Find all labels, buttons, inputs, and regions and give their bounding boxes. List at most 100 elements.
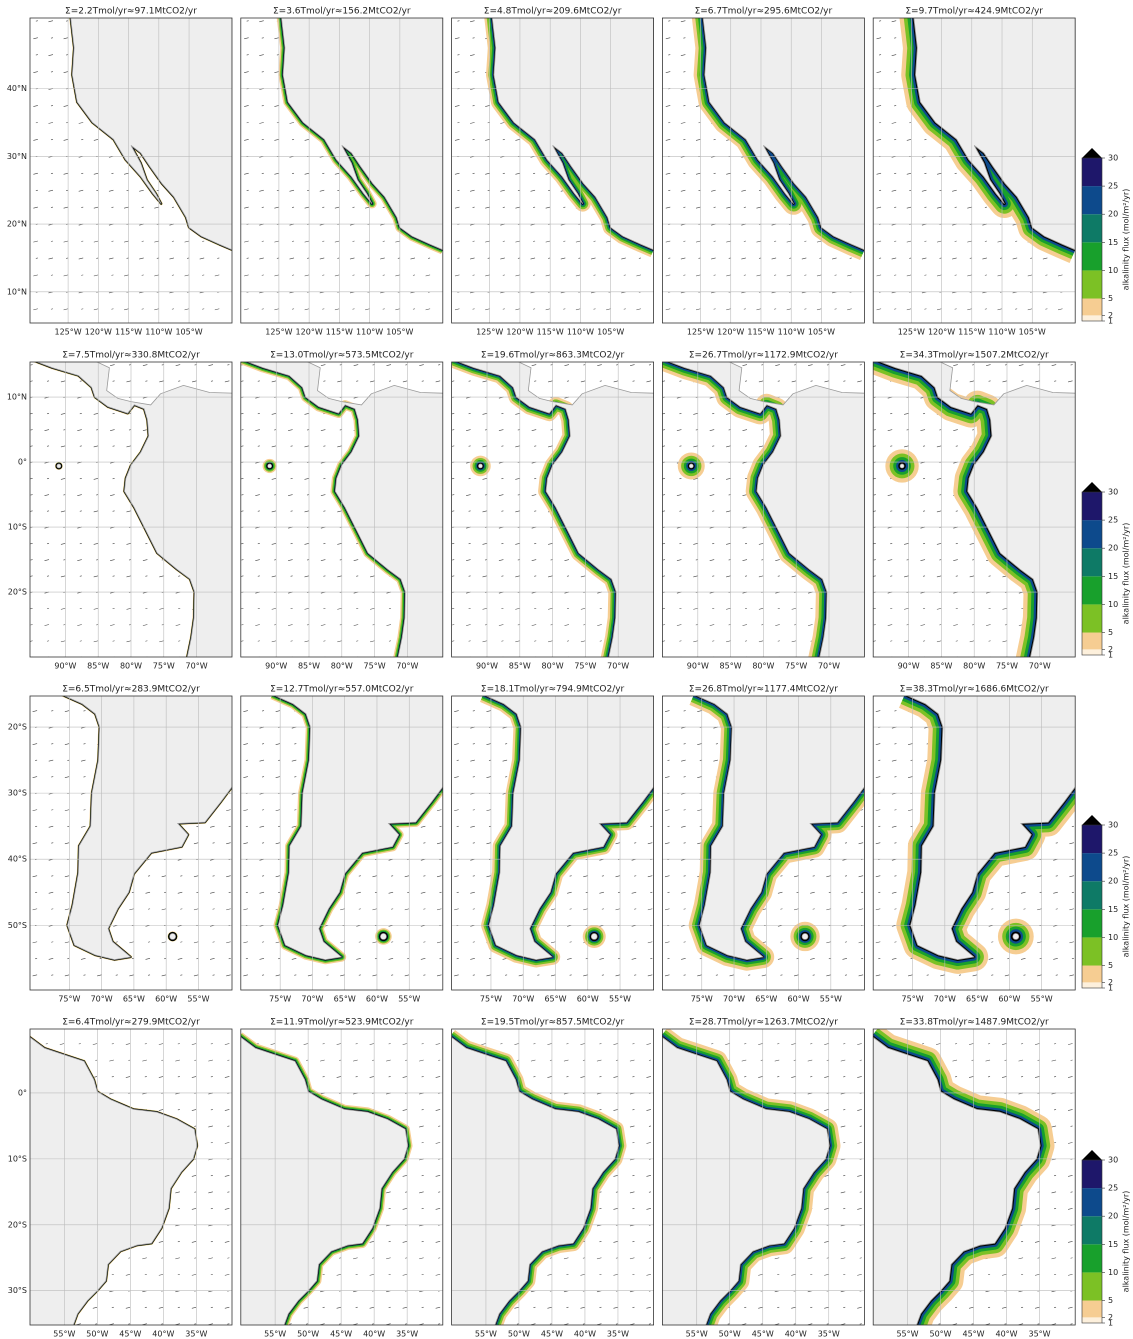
wind-arrow — [501, 413, 504, 415]
wind-arrow — [615, 842, 621, 845]
wind-arrow — [456, 957, 459, 960]
wind-arrow — [878, 54, 882, 56]
wind-arrow — [60, 478, 66, 480]
wind-arrow — [161, 1059, 164, 1061]
wind-arrow — [890, 413, 893, 415]
wind-arrow — [826, 1257, 829, 1259]
wind-arrow — [894, 172, 897, 175]
wind-arrow — [582, 1059, 586, 1061]
wind-arrow — [131, 957, 134, 960]
panel-title: Σ=26.7Tmol/yr≈1172.9MtCO2/yr — [689, 351, 838, 361]
wind-arrow — [580, 607, 586, 610]
wind-arrow — [340, 908, 345, 911]
wind-arrow — [775, 559, 780, 561]
panel-title: Σ=34.3Tmol/yr≈1507.2MtCO2/yr — [900, 351, 1049, 361]
wind-arrow — [486, 776, 492, 779]
wind-arrow — [712, 478, 715, 480]
wind-arrow — [274, 172, 279, 175]
lon-tick-label: 80°W — [542, 662, 564, 671]
wind-arrow — [545, 240, 551, 243]
wind-arrow — [967, 274, 972, 277]
colorbar-tick-label: 15 — [1108, 238, 1118, 247]
wind-arrow — [777, 607, 780, 610]
wind-arrow — [891, 54, 897, 57]
wind-arrow — [566, 640, 570, 642]
wind-arrow — [887, 559, 893, 561]
wind-arrow — [372, 1257, 375, 1259]
panel-title: Σ=9.7Tmol/yr≈424.9MtCO2/yr — [905, 7, 1043, 17]
wind-arrow — [210, 1076, 213, 1078]
wind-arrow — [161, 364, 164, 366]
wind-arrow — [580, 640, 586, 643]
land — [63, 696, 232, 961]
wind-arrow — [96, 189, 99, 191]
wind-arrow — [261, 206, 264, 208]
wind-arrow — [909, 257, 912, 259]
wind-arrow — [1004, 875, 1010, 878]
wind-arrow — [1004, 908, 1010, 911]
wind-arrow — [79, 575, 82, 577]
wind-arrow — [126, 380, 132, 383]
wind-arrow — [147, 941, 151, 943]
wind-arrow — [566, 607, 570, 610]
wind-arrow — [158, 1306, 164, 1309]
wind-arrow — [775, 624, 780, 626]
wind-arrow — [709, 494, 715, 496]
wind-arrow — [261, 172, 264, 175]
lon-tick-label: 105°W — [808, 328, 835, 337]
wind-arrow — [824, 1273, 829, 1276]
wind-arrow — [972, 974, 978, 977]
wind-arrow — [51, 842, 54, 844]
wind-arrow — [274, 308, 279, 311]
lon-tick-label: 70°W — [607, 662, 629, 671]
wind-arrow — [498, 559, 504, 561]
wind-arrow — [693, 478, 698, 480]
wind-arrow — [404, 842, 410, 845]
wind-arrow — [646, 1208, 652, 1210]
lon-tick-label: 115°W — [115, 328, 142, 337]
wind-arrow — [534, 445, 537, 447]
wind-arrow — [395, 240, 400, 243]
wind-arrow — [304, 445, 310, 448]
wind-arrow — [791, 380, 797, 383]
wind-arrow — [468, 413, 471, 415]
wind-arrow — [613, 1306, 619, 1309]
wind-arrow — [44, 559, 50, 561]
wind-arrow — [438, 1059, 441, 1061]
wind-arrow — [164, 957, 167, 960]
wind-arrow — [319, 257, 325, 260]
wind-arrow — [505, 776, 508, 778]
wind-arrow — [545, 206, 551, 209]
wind-arrow — [954, 240, 957, 242]
wind-arrow — [662, 559, 666, 561]
wind-arrow — [191, 1306, 197, 1309]
wind-arrow — [530, 189, 536, 192]
wind-arrow — [435, 1306, 441, 1309]
wind-arrow — [936, 510, 942, 513]
wind-arrow — [793, 974, 799, 977]
wind-arrow — [288, 429, 293, 431]
wind-arrow — [420, 825, 426, 828]
map-panel — [873, 362, 1076, 657]
wind-arrow — [472, 37, 475, 39]
wind-arrow — [844, 842, 848, 844]
lon-tick-label: 85°W — [720, 662, 742, 671]
wind-arrow — [613, 1076, 619, 1078]
wind-arrow — [79, 380, 82, 382]
wind-arrow — [336, 1273, 342, 1276]
colorbar-level — [1082, 214, 1102, 243]
wind-arrow — [227, 364, 230, 366]
wind-arrow — [367, 257, 370, 259]
wind-arrow — [516, 1059, 520, 1061]
lon-tick-label: 120°W — [717, 328, 744, 337]
wind-arrow — [142, 559, 148, 561]
wind-arrow — [244, 240, 249, 243]
lon-tick-label: 90°W — [476, 662, 498, 671]
wind-arrow — [485, 206, 490, 209]
lon-tick-label: 75°W — [574, 662, 596, 671]
wind-arrow — [876, 274, 882, 277]
wind-arrow — [532, 206, 536, 208]
wind-arrow — [482, 542, 488, 545]
wind-arrow — [340, 941, 345, 944]
